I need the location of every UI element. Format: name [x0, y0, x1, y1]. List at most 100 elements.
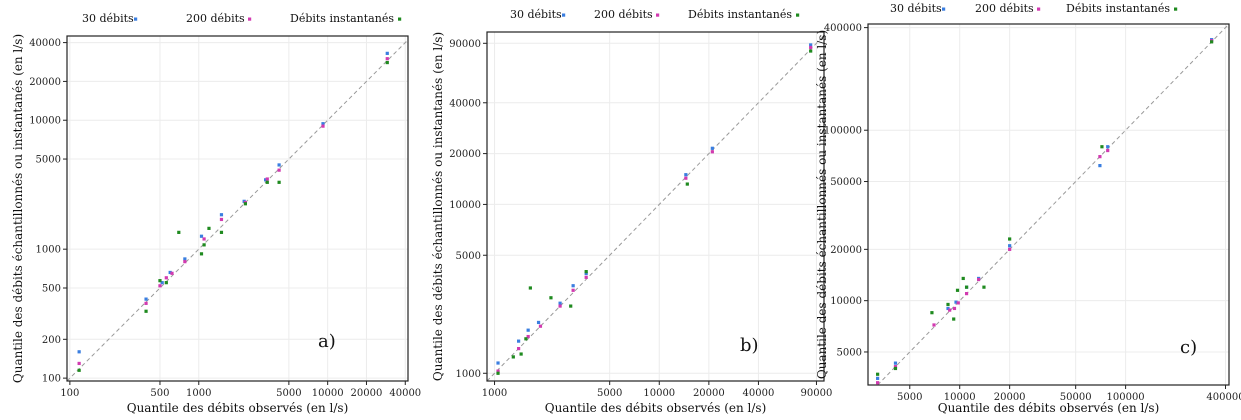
- data-point: [519, 352, 523, 356]
- identity-line: [486, 35, 825, 382]
- data-point: [809, 45, 813, 50]
- data-point: [961, 276, 965, 281]
- x-tick-label: 50000: [1060, 392, 1092, 403]
- data-point: [1008, 247, 1012, 251]
- panel-3: 5000 10000 20000 50000 100000 400000 5000 10000…: [815, 2, 1241, 415]
- y-tick-label: 50000: [830, 177, 862, 188]
- data-point: [177, 230, 181, 234]
- data-point: [144, 301, 148, 305]
- data-point: [569, 304, 573, 308]
- data-point: [932, 323, 936, 327]
- y-tick-label: 5000: [36, 155, 61, 166]
- data-point: [524, 337, 528, 341]
- data-point: [955, 288, 960, 292]
- data-point: [1098, 164, 1102, 168]
- data-point: [264, 178, 268, 182]
- y-tick-label: 1000: [456, 369, 481, 380]
- legend-label: Débits instantanés: [688, 8, 792, 21]
- y-tick-label: 5000: [837, 347, 862, 358]
- data-point: [207, 226, 211, 230]
- data-point: [558, 304, 562, 308]
- data-point: [183, 260, 187, 264]
- x-tick-label: 20000: [693, 388, 725, 399]
- y-tick-label: 100000: [824, 126, 862, 137]
- x-tick-label: 20000: [351, 388, 383, 399]
- data-point: [496, 371, 500, 375]
- data-point: [684, 173, 688, 177]
- data-point: [893, 365, 898, 369]
- x-tick-label: 10000: [643, 388, 675, 399]
- y-tick-label: 90000: [449, 39, 481, 50]
- x-tick-label: 5000: [597, 388, 622, 399]
- data-point: [571, 288, 575, 292]
- y-axis-label: Quantile des débits échantillonnés ou in…: [431, 32, 445, 381]
- data-point: [571, 284, 575, 288]
- data-point: [809, 43, 813, 47]
- y-tick-label: 5000: [456, 251, 481, 262]
- data-point: [277, 168, 281, 172]
- data-point: [876, 381, 880, 385]
- data-point: [219, 230, 224, 234]
- data-point: [930, 311, 934, 315]
- x-tick-label: 10000: [312, 388, 344, 399]
- y-tick-label: 40000: [449, 98, 481, 109]
- data-point: [956, 301, 960, 305]
- y-tick-label: 20000: [449, 149, 481, 160]
- data-point: [168, 270, 172, 275]
- data-point: [517, 339, 521, 343]
- y-tick-label: 10000: [449, 200, 481, 211]
- y-tick-label: 1000: [36, 245, 61, 256]
- panel-tag: a): [318, 331, 336, 352]
- data-point: [496, 361, 500, 365]
- panel-tag: b): [740, 335, 759, 356]
- data-point: [243, 202, 247, 206]
- data-point: [977, 277, 981, 282]
- data-point: [219, 217, 224, 222]
- data-point: [954, 300, 958, 304]
- x-tick-label: 10000: [944, 392, 976, 403]
- x-tick-label: 40000: [743, 388, 775, 399]
- y-tick-label: 100: [42, 374, 61, 385]
- data-point: [526, 328, 530, 332]
- identity-line: [66, 39, 409, 382]
- data-point: [517, 347, 521, 351]
- data-point: [1106, 145, 1110, 149]
- data-point: [265, 180, 269, 184]
- data-point: [538, 324, 543, 328]
- data-point: [809, 49, 813, 53]
- legend-label: 200 débits: [975, 2, 1034, 15]
- legend-marker: [656, 13, 660, 17]
- data-point: [496, 369, 500, 373]
- data-point: [321, 124, 325, 128]
- x-axis-label: Quantile des débits observés (en l/s): [545, 401, 767, 415]
- data-point: [893, 366, 898, 371]
- data-point: [1008, 244, 1012, 248]
- data-point: [183, 257, 187, 261]
- y-tick-label: 10000: [29, 116, 61, 127]
- y-tick-label: 500: [42, 283, 61, 294]
- data-point: [77, 350, 81, 354]
- data-point: [948, 308, 952, 312]
- data-point: [158, 279, 162, 283]
- panel-tag: c): [1180, 337, 1197, 358]
- y-tick-label: 20000: [29, 77, 61, 88]
- data-point: [584, 275, 588, 279]
- x-tick-label: 40000: [389, 388, 421, 399]
- data-point: [321, 122, 325, 126]
- data-point: [1210, 40, 1214, 44]
- legend-marker: [562, 13, 566, 17]
- data-point: [77, 368, 81, 372]
- data-point: [158, 284, 162, 288]
- data-point: [385, 60, 389, 65]
- data-point: [144, 309, 148, 313]
- data-point: [964, 285, 969, 289]
- x-tick-label: 1000: [186, 388, 211, 399]
- data-point: [893, 361, 898, 365]
- data-point: [1100, 145, 1104, 149]
- data-point: [584, 270, 588, 274]
- y-tick-label: 10000: [830, 296, 862, 307]
- x-tick-label: 100: [60, 388, 79, 399]
- legend-label: 200 débits: [186, 12, 245, 25]
- data-point: [170, 271, 174, 275]
